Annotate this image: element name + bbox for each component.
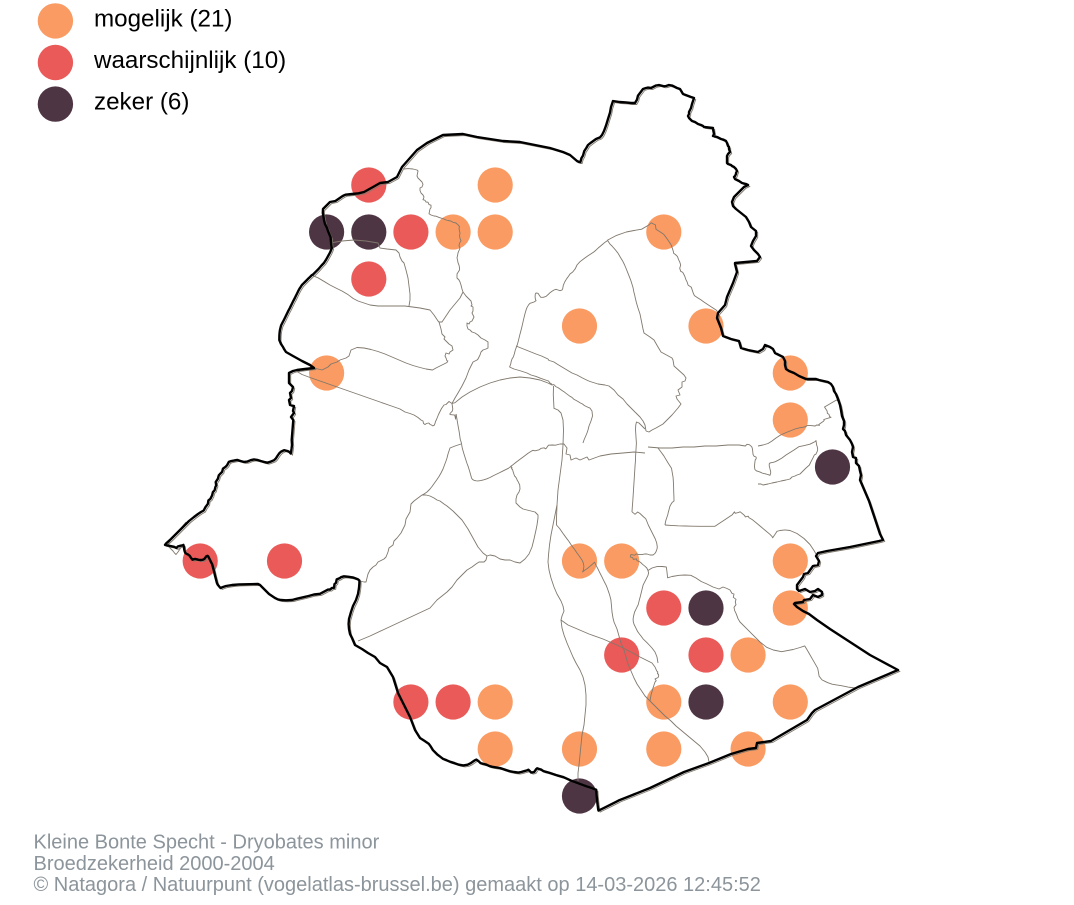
svg-text:Kleine Bonte Specht - Dryobate: Kleine Bonte Specht - Dryobates minor bbox=[34, 832, 380, 854]
svg-text:Broedzekerheid 2000-2004: Broedzekerheid 2000-2004 bbox=[34, 853, 275, 875]
svg-text:zeker (6): zeker (6) bbox=[94, 89, 189, 116]
svg-text:waarschijnlijk (10): waarschijnlijk (10) bbox=[93, 47, 286, 74]
svg-text:mogelijk (21): mogelijk (21) bbox=[94, 6, 232, 33]
svg-text:© Natagora / Natuurpunt (vogel: © Natagora / Natuurpunt (vogelatlas-brus… bbox=[34, 874, 761, 896]
